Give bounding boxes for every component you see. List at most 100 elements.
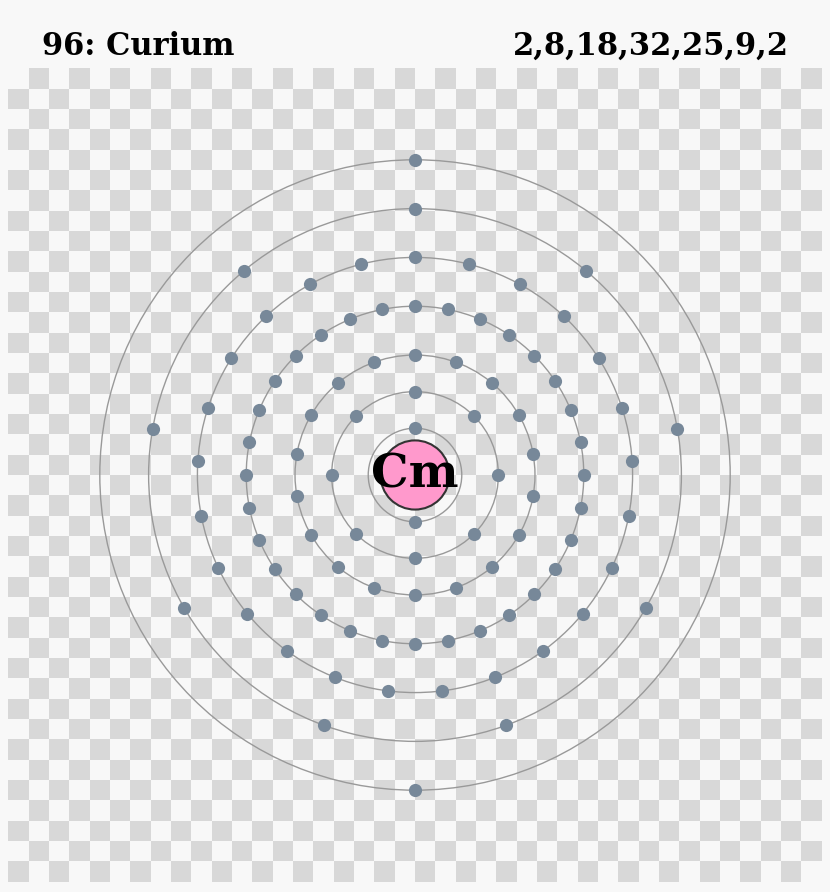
Point [489,670,502,684]
Point [252,533,266,547]
Point [408,515,422,529]
Bar [212,170,232,190]
Bar [740,88,761,109]
Bar [578,129,598,150]
Bar [415,495,436,516]
Bar [29,109,49,129]
Bar [49,495,70,516]
Point [331,376,344,390]
Bar [90,88,110,109]
Bar [618,536,639,557]
Bar [496,576,517,597]
Bar [740,576,761,597]
Bar [49,617,70,638]
Bar [191,272,212,292]
Bar [273,353,293,374]
Bar [496,129,517,150]
Bar [151,109,171,129]
Bar [130,536,151,557]
Bar [700,698,720,719]
Bar [374,455,395,475]
Bar [90,698,110,719]
Bar [151,597,171,617]
Bar [496,252,517,272]
Bar [130,252,151,272]
Bar [720,393,740,414]
Bar [476,516,496,536]
Point [408,153,422,167]
Bar [252,88,273,109]
Bar [374,536,395,557]
Bar [273,557,293,576]
Bar [436,638,456,658]
Bar [8,252,29,272]
Bar [354,353,374,374]
Bar [456,617,476,638]
Bar [456,374,476,393]
Bar [537,698,558,719]
Bar [517,719,537,739]
Bar [252,129,273,150]
Bar [598,434,618,455]
Bar [700,292,720,312]
Bar [598,312,618,333]
Bar [700,862,720,881]
Point [512,528,525,542]
Bar [436,760,456,780]
Bar [191,150,212,170]
Point [252,403,266,417]
Bar [436,516,456,536]
Bar [761,557,781,576]
Bar [720,597,740,617]
Bar [802,557,822,576]
Bar [680,393,700,414]
Bar [130,617,151,638]
Bar [781,617,802,638]
Bar [700,455,720,475]
Bar [700,495,720,516]
Bar [130,374,151,393]
Bar [252,658,273,678]
Bar [639,597,659,617]
Bar [639,475,659,495]
Bar [110,516,130,536]
Bar [720,69,740,88]
Point [513,277,526,292]
Point [354,257,368,271]
Bar [70,719,90,739]
Bar [456,658,476,678]
Bar [191,841,212,862]
Bar [70,353,90,374]
Bar [802,800,822,821]
Bar [354,719,374,739]
Bar [171,455,192,475]
Bar [314,841,334,862]
Bar [90,333,110,353]
Bar [374,576,395,597]
Bar [334,374,354,393]
Bar [659,495,680,516]
Bar [212,576,232,597]
Bar [252,252,273,272]
Bar [598,393,618,414]
Point [304,277,317,292]
Bar [415,88,436,109]
Bar [374,739,395,760]
Bar [49,252,70,272]
Bar [802,272,822,292]
Bar [740,414,761,434]
Bar [171,88,192,109]
Point [526,489,540,503]
Point [622,508,636,523]
Bar [273,800,293,821]
Bar [232,231,252,252]
Bar [680,69,700,88]
Bar [8,739,29,760]
Bar [517,190,537,211]
Bar [415,170,436,190]
Bar [374,211,395,231]
Bar [49,862,70,881]
Bar [781,739,802,760]
Bar [639,150,659,170]
Bar [496,495,517,516]
